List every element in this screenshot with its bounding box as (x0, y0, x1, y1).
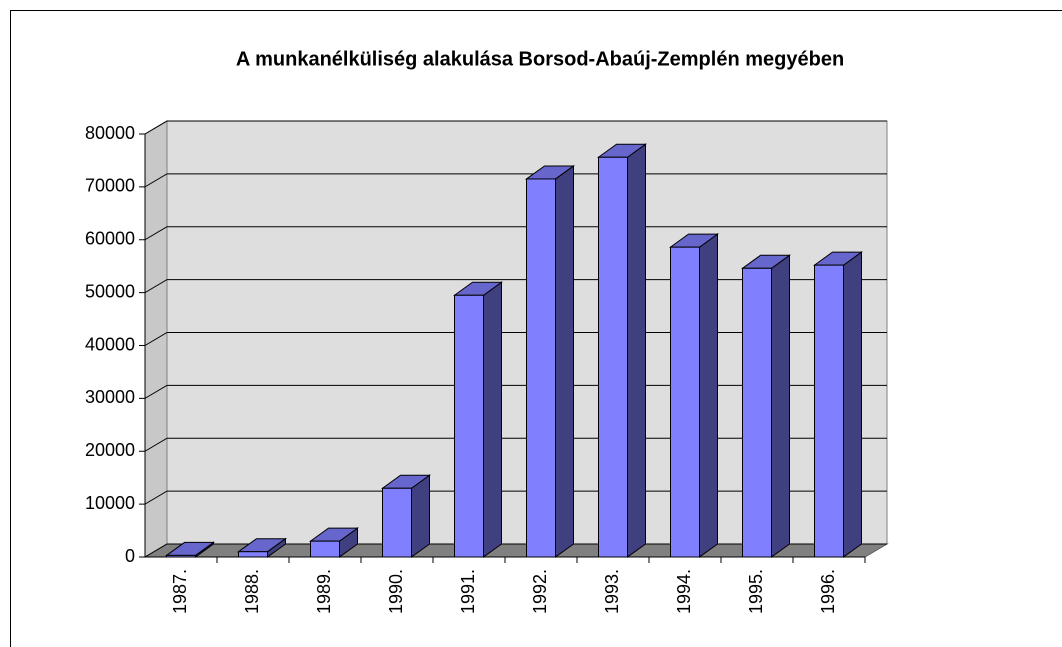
bar-side (699, 233, 718, 558)
y-tick-label: 60000 (85, 229, 135, 249)
bar (238, 551, 268, 558)
grid-line (144, 384, 887, 399)
bar (382, 487, 412, 558)
y-tick-label: 40000 (85, 334, 135, 354)
grid-line (144, 332, 887, 346)
y-tick-label: 50000 (85, 281, 135, 301)
grid-line (144, 490, 887, 505)
bar-side (843, 251, 862, 558)
x-tick-label: 1995. (746, 569, 766, 614)
y-tick-label: 70000 (85, 176, 135, 196)
bar (310, 540, 340, 558)
grid-line (144, 437, 887, 452)
bar (454, 294, 484, 558)
grid-line (144, 120, 887, 135)
bar (166, 554, 196, 558)
grid-line (144, 279, 887, 294)
bar-side (555, 164, 574, 558)
chart-title: A munkanélküliség alakulása Borsod-Abaúj… (236, 48, 844, 70)
y-tick-label: 30000 (85, 387, 135, 407)
y-tick-label: 20000 (85, 440, 135, 460)
y-tick-label: 0 (125, 546, 135, 566)
x-tick-label: 1994. (674, 569, 694, 614)
bar (814, 264, 844, 558)
bar-side (411, 474, 430, 558)
x-tick-label: 1987. (170, 569, 190, 614)
x-tick-label: 1996. (818, 569, 838, 614)
y-tick-label: 80000 (85, 123, 135, 143)
bar-side (771, 254, 790, 558)
x-tick-label: 1991. (458, 569, 478, 614)
bar-side (483, 281, 502, 558)
x-tick-label: 1990. (386, 569, 406, 614)
x-tick-label: 1993. (602, 569, 622, 614)
y-tick-label: 10000 (85, 493, 135, 513)
x-tick-label: 1992. (530, 569, 550, 614)
bar-side (627, 143, 646, 558)
grid-line (144, 226, 887, 241)
bar (598, 156, 628, 558)
grid-line (144, 173, 887, 188)
x-tick-label: 1989. (314, 569, 334, 614)
x-tick-label: 1988. (242, 569, 262, 614)
bar (742, 267, 772, 558)
grid-line (144, 543, 887, 558)
bar (526, 178, 556, 558)
bar (670, 246, 700, 558)
